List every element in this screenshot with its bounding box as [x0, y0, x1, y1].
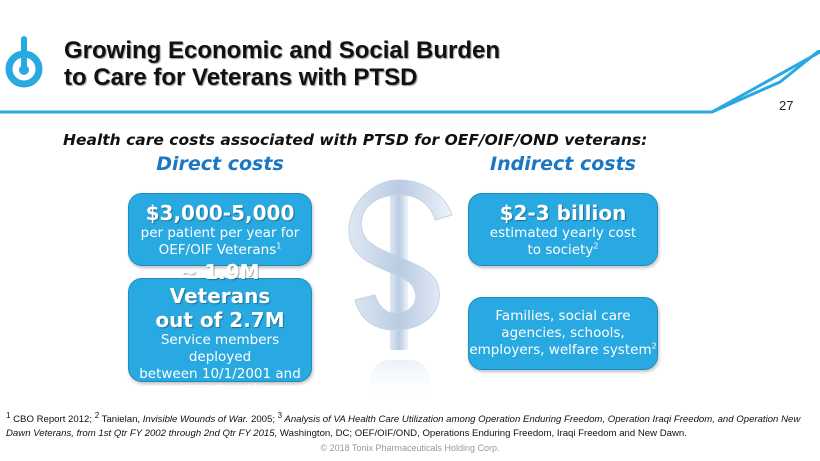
veterans-count-value: ~ 1.9M Veterans [169, 260, 271, 308]
footnote-text: 2005; [248, 414, 278, 425]
footnotes: 1 CBO Report 2012; 2 Tanielan, Invisible… [6, 410, 818, 441]
copyright: © 2018 Tonix Pharmaceuticals Holding Cor… [320, 443, 500, 453]
indirect-cost-value: $2-3 billion [499, 200, 627, 225]
footnote-text: Analysis of VA Health Care Utilization a… [6, 414, 801, 439]
subtitle: Health care costs associated with PTSD f… [63, 131, 648, 149]
indirect-costs-heading: Indirect costs [490, 153, 636, 175]
box-text: estimated yearly cost [489, 224, 637, 241]
box-text: between 10/1/2001 and [139, 366, 301, 382]
header-divider [0, 50, 820, 114]
title-line-2: to Care for Veterans with PTSD [64, 64, 418, 91]
box-text: 3/31/2015 [182, 383, 253, 399]
box-text: per patient per year for [140, 224, 300, 241]
footnote-text: Washington, DC; OEF/OIF/OND, Operations … [277, 428, 687, 439]
affected-parties-box: Families, social care agencies, schools,… [468, 297, 658, 370]
footnote-ref: 2 [651, 341, 657, 351]
box-text: to society [527, 241, 594, 258]
direct-cost-per-patient-box: $3,000-5,000 per patient per year for OE… [128, 193, 312, 266]
box-text: Service members deployed [160, 332, 280, 365]
footnote-ref: 3 [252, 382, 258, 392]
footnote-text: Tanielan, [99, 414, 143, 425]
footnote-number: 3 [277, 410, 283, 420]
page-number: 27 [779, 98, 794, 113]
box-text: Families, social care [495, 308, 631, 324]
footnote-number: 1 [6, 410, 11, 420]
direct-costs-heading: Direct costs [156, 153, 284, 175]
title-line-1: Growing Economic and Social Burden [64, 37, 501, 64]
indirect-cost-box: $2-3 billion estimated yearly cost to so… [468, 193, 658, 266]
veterans-count-box: ~ 1.9M Veterans out of 2.7M Service memb… [128, 260, 312, 399]
veterans-total-value: out of 2.7M [155, 308, 285, 332]
page-title: Growing Economic and Social Burden to Ca… [64, 37, 500, 91]
footnote-ref: 1 [276, 241, 282, 250]
box-text: employers, welfare system [469, 342, 652, 358]
box-text: OEF/OIF Veterans [158, 241, 277, 258]
direct-cost-per-patient-value: $3,000-5,000 [145, 200, 295, 225]
dollar-sign-icon [348, 179, 453, 405]
footnote-text: Invisible Wounds of War. [142, 414, 249, 425]
box-text: agencies, schools, [501, 325, 625, 341]
footnote-number: 2 [94, 410, 100, 420]
tonix-logo-icon [5, 36, 43, 88]
footnote-ref: 2 [593, 241, 599, 250]
footnote-text: CBO Report 2012; [10, 414, 95, 425]
